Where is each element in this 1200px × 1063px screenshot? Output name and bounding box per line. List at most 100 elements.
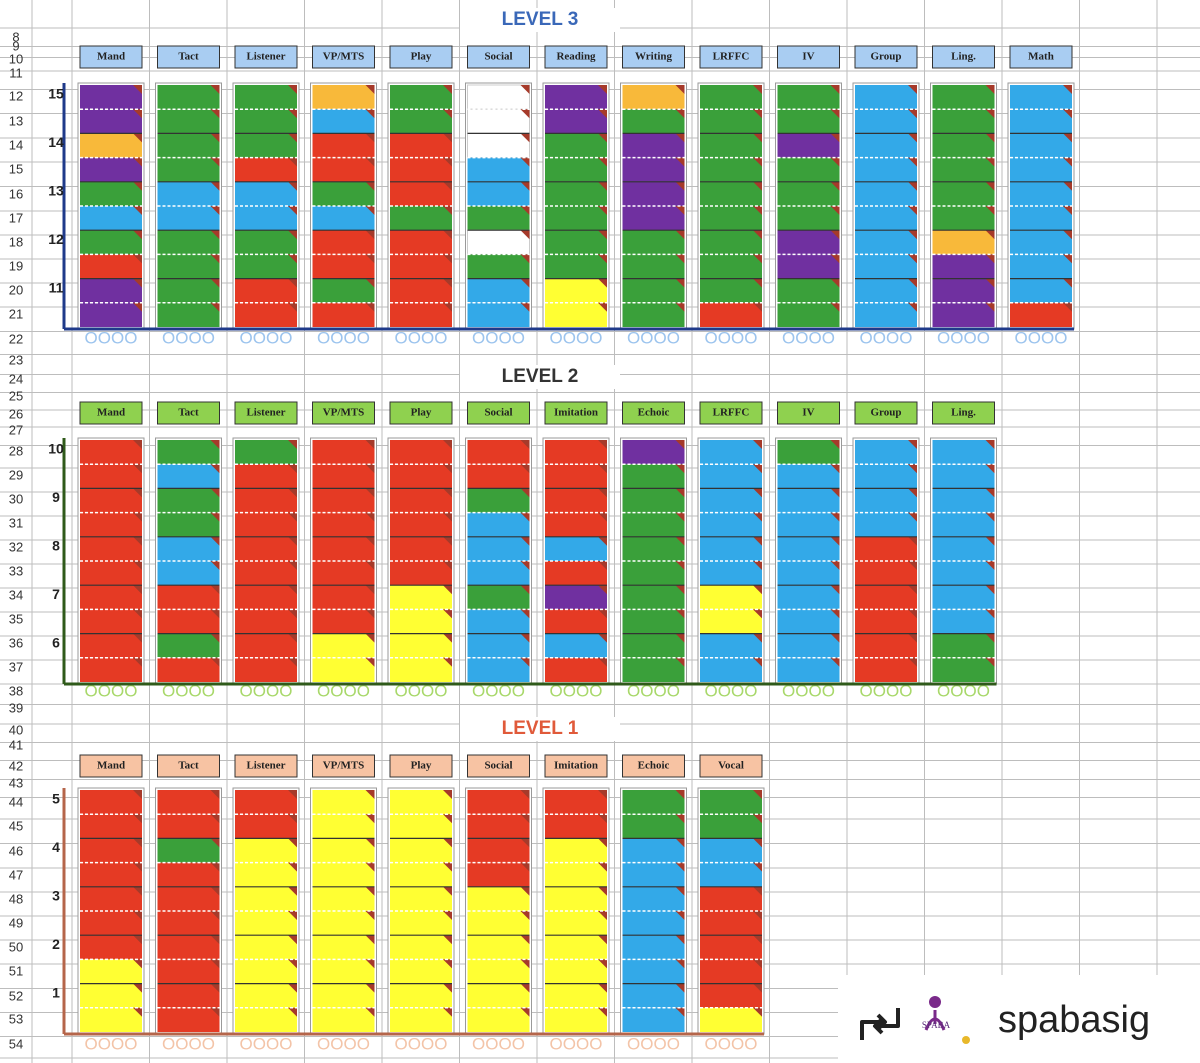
cell-corner [133, 790, 142, 799]
cell-corner [520, 536, 530, 546]
score-cell [467, 464, 530, 489]
score-cell [390, 302, 452, 327]
score-cell [545, 278, 607, 303]
cell-corner [210, 1007, 220, 1017]
logo-text: SPABA [922, 1020, 951, 1030]
column-header-label: Listener [246, 51, 285, 63]
cell-corner [675, 862, 685, 872]
score-cell [932, 536, 995, 561]
circle-marks: OOOO [85, 1034, 138, 1053]
logo-figure [924, 1010, 946, 1031]
milestone-label: 1 [52, 984, 60, 1000]
cell-corner [520, 1007, 530, 1017]
circle-marks: OOOO [627, 681, 680, 700]
score-cell [700, 935, 762, 960]
score-cell [700, 157, 762, 182]
cell-corner [520, 935, 530, 945]
score-cell [390, 278, 452, 303]
score-cell [700, 512, 762, 537]
cell-corner [365, 862, 375, 872]
score-cell [390, 464, 452, 489]
score-cell [235, 302, 297, 327]
column-header [312, 754, 375, 778]
cell-corner [520, 464, 530, 474]
score-cell [855, 585, 917, 610]
row-number: 34 [9, 587, 23, 602]
cell-corner [598, 206, 607, 215]
cell-corner [753, 109, 762, 119]
cell-corner [985, 512, 995, 522]
cell-corner [365, 536, 375, 546]
circle-marks: OOOO [395, 681, 448, 700]
score-cell [157, 181, 220, 206]
score-cell [80, 609, 142, 634]
score-cell [80, 814, 142, 839]
score-cell [700, 109, 762, 134]
column-header [932, 401, 995, 425]
cell-corner [365, 633, 375, 643]
retweet-icon [860, 1008, 900, 1040]
column-header [234, 45, 298, 69]
cell-corner [753, 254, 762, 264]
score-cell [312, 440, 375, 465]
cell-corner [365, 911, 375, 920]
score-cell [390, 440, 452, 465]
row-number: 27 [9, 422, 23, 437]
score-cell [855, 657, 917, 682]
column-header [622, 754, 685, 778]
cell-corner [365, 278, 375, 288]
column-header [234, 401, 298, 425]
cell-corner [675, 206, 685, 215]
column-header-label: Tact [178, 760, 199, 772]
cell-corner [908, 206, 917, 215]
cell-corner [520, 206, 530, 215]
row-number: 24 [9, 371, 23, 386]
circle-marks: OOOO [550, 681, 603, 700]
column-header [79, 754, 143, 778]
score-cell [777, 254, 840, 279]
cell-corner [675, 133, 685, 143]
score-cell [777, 536, 840, 561]
score-cell [777, 585, 840, 610]
score-cell [157, 1007, 220, 1032]
score-cell [932, 85, 995, 110]
score-cell [932, 585, 995, 610]
cell-corner [830, 109, 840, 119]
circle-marks: OOOO [85, 328, 138, 347]
level-title: LEVEL 3 [502, 9, 579, 30]
score-cell [777, 206, 840, 231]
score-cell [932, 133, 995, 158]
row-number: 11 [9, 65, 23, 80]
cell-corner [365, 109, 375, 119]
score-cell [157, 814, 220, 839]
cell-corner [830, 633, 840, 643]
score-cell [312, 838, 375, 863]
score-cell [467, 657, 530, 682]
cell-corner [675, 585, 685, 595]
score-cell [622, 862, 685, 887]
cell-corner [133, 488, 142, 498]
score-cell [1010, 278, 1072, 303]
score-cell [467, 84, 530, 110]
score-cell [467, 814, 530, 839]
cell-corner [675, 935, 685, 945]
score-cell [622, 886, 685, 911]
score-cell [622, 790, 685, 815]
row-number: 35 [9, 611, 23, 626]
column-header [389, 45, 453, 69]
score-cell [80, 440, 142, 465]
cell-corner [133, 1007, 142, 1017]
score-cell [390, 133, 452, 158]
score-cell [157, 440, 220, 465]
cell-corner [753, 935, 762, 945]
score-cell [157, 959, 220, 984]
score-cell [312, 85, 375, 110]
level-block: LEVEL 2 Mand OOOO Tact OOOO Listener OOOO VP/MT… [48, 365, 997, 700]
circle-marks: OOOO [240, 328, 293, 347]
milestone-label: 3 [52, 888, 60, 904]
score-cell [545, 440, 607, 465]
cell-corner [520, 109, 530, 119]
score-cell [467, 983, 530, 1008]
cell-corner [443, 959, 452, 969]
score-cell [312, 983, 375, 1008]
